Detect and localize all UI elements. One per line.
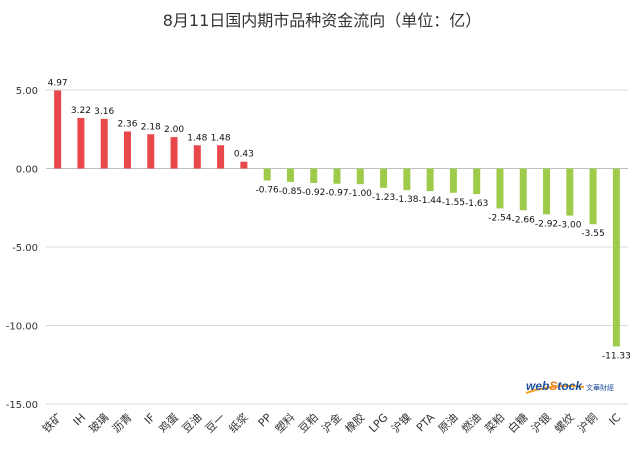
category-label-23: 沪铜: [575, 410, 600, 435]
category-label-8: 纸浆: [226, 410, 251, 435]
bar-24: [612, 168, 620, 347]
category-label-7: 豆一: [203, 411, 228, 436]
bar-6: [193, 145, 201, 169]
category-label-24: IC: [607, 411, 624, 428]
data-label-9: -0.76: [256, 185, 280, 195]
bar-2: [100, 118, 108, 169]
grid-lines: [46, 89, 628, 405]
bar-18: [473, 168, 481, 195]
bar-11: [310, 168, 318, 183]
data-label-17: -1.55: [442, 198, 465, 208]
y-tick-label: -5.00: [12, 243, 38, 254]
data-label-7: 1.48: [211, 133, 231, 143]
data-label-22: -3.00: [558, 221, 582, 231]
data-label-15: -1.38: [395, 195, 419, 205]
data-labels: 4.973.22 3.162.36 2.18 2.001.48 1.480.43-0.7…: [48, 78, 631, 361]
data-label-18: -1.63: [465, 199, 488, 209]
svg-text:文華財經: 文華財經: [586, 383, 614, 392]
y-tick-label: 5.00: [16, 86, 38, 97]
data-label-1: 3.22: [71, 106, 91, 116]
y-tick-label: 0.00: [16, 165, 38, 176]
category-label-18: 燃油: [458, 410, 483, 435]
bar-0: [54, 90, 62, 169]
bar-1: [77, 117, 85, 169]
bar-14: [380, 168, 388, 188]
bar-20: [519, 168, 527, 211]
bar-5: [170, 137, 178, 169]
category-label-15: 沪镍: [389, 410, 414, 435]
category-label-6: 豆油: [179, 410, 204, 435]
category-label-10: 塑料: [272, 410, 297, 435]
data-label-10: -0.85: [279, 187, 302, 197]
category-label-1: IH: [71, 411, 88, 428]
category-label-21: 沪银: [528, 410, 553, 435]
category-label-16: PTA: [414, 411, 438, 435]
data-label-3: 2.36: [117, 119, 137, 129]
bar-22: [566, 168, 574, 216]
data-label-14: -1.23: [372, 193, 395, 203]
svg-text:webStock: webStock: [526, 379, 583, 393]
data-label-0: 4.97: [48, 78, 68, 88]
category-label-19: 菜粕: [482, 410, 507, 435]
data-label-23: -3.55: [581, 229, 604, 239]
y-axis-ticks: 5.00 0.00 -5.00 -10.00 -15.00: [6, 86, 38, 411]
chart-title: 8月11日国内期市品种资金流向（单位：亿）: [163, 11, 482, 30]
bars: [54, 90, 620, 347]
category-label-5: 鸡蛋: [156, 410, 181, 435]
bar-8: [240, 161, 248, 169]
data-label-24: -11.33: [602, 351, 631, 361]
bar-19: [496, 168, 504, 209]
bar-16: [426, 168, 434, 192]
category-label-20: 白糖: [505, 410, 530, 435]
bar-9: [263, 168, 271, 181]
category-label-22: 螺纹: [551, 410, 576, 435]
bar-12: [333, 168, 341, 184]
category-label-2: 玻璃: [86, 410, 111, 435]
webstock-logo: webStock 文華財經: [525, 379, 614, 394]
data-label-2: 3.16: [94, 107, 114, 117]
y-tick-label: -15.00: [6, 400, 38, 411]
data-label-13: -1.00: [349, 189, 373, 199]
bar-3: [123, 131, 131, 169]
data-label-21: -2.92: [535, 219, 558, 229]
category-label-13: 橡胶: [342, 410, 367, 435]
data-label-20: -2.66: [512, 215, 536, 225]
data-label-4: 2.18: [141, 122, 161, 132]
category-label-11: 豆粕: [295, 410, 320, 435]
bar-4: [147, 134, 155, 169]
bar-7: [217, 145, 225, 169]
category-label-14: LPG: [366, 411, 390, 435]
bar-21: [543, 168, 551, 215]
data-label-5: 2.00: [164, 125, 184, 135]
bar-17: [449, 168, 457, 193]
data-label-11: -0.92: [302, 188, 325, 198]
data-label-16: -1.44: [418, 196, 442, 206]
bar-13: [356, 168, 364, 185]
y-tick-label: -10.00: [6, 322, 38, 333]
category-label-12: 沪金: [319, 410, 344, 435]
category-label-3: 沥青: [110, 411, 135, 436]
data-label-12: -0.97: [325, 189, 348, 199]
category-label-0: 铁矿: [40, 411, 65, 436]
bar-10: [286, 168, 294, 182]
bar-15: [403, 168, 411, 191]
data-label-19: -2.54: [488, 213, 512, 223]
data-label-8: 0.43: [234, 150, 254, 160]
category-label-4: IF: [142, 411, 158, 427]
data-label-6: 1.48: [187, 133, 207, 143]
bar-23: [589, 168, 597, 225]
category-label-17: 原油: [435, 410, 460, 435]
